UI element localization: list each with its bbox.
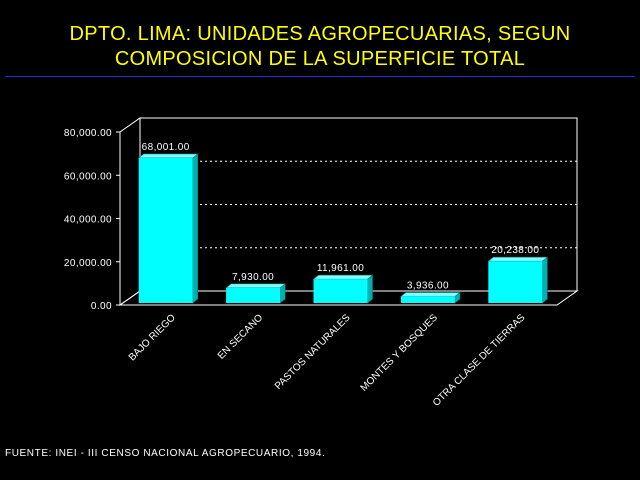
chart-title: DPTO. LIMA: UNIDADES AGROPECUARIAS, SEGU… bbox=[0, 22, 640, 72]
y-tick-label: 60,000.00 bbox=[64, 171, 112, 182]
category-label: PASTOS NATURALES bbox=[273, 312, 353, 392]
bar-top bbox=[487, 256, 549, 262]
bar bbox=[226, 287, 281, 303]
y-tick-label: 0.00 bbox=[91, 301, 112, 312]
category-label: EN SECANO bbox=[216, 312, 266, 362]
value-label: 11,961.00 bbox=[317, 263, 364, 274]
bar-top bbox=[312, 274, 374, 280]
bar bbox=[313, 279, 368, 303]
value-label: 7,930.00 bbox=[232, 272, 274, 283]
bar bbox=[400, 296, 455, 303]
bar-side bbox=[541, 256, 548, 304]
value-label: 20,238.00 bbox=[491, 245, 539, 256]
bar-side bbox=[367, 274, 373, 304]
y-tick-label: 80,000.00 bbox=[64, 128, 112, 139]
chart-title-line-1: DPTO. LIMA: UNIDADES AGROPECUARIAS, SEGU… bbox=[69, 23, 571, 45]
bar-side bbox=[192, 153, 198, 304]
title-divider bbox=[5, 76, 635, 77]
back-wall bbox=[140, 117, 578, 291]
source-note: FUENTE: INEI - III CENSO NACIONAL AGROPE… bbox=[5, 448, 326, 459]
bar-top bbox=[137, 153, 199, 159]
value-label: 68,001.00 bbox=[142, 142, 190, 153]
value-label: 3,936.00 bbox=[407, 280, 449, 291]
y-tick-label: 20,000.00 bbox=[64, 258, 112, 269]
category-label: OTRA CLASE DE TIERRAS bbox=[431, 312, 528, 409]
chart-title-line-2: COMPOSICION DE LA SUPERFICIE TOTAL bbox=[114, 48, 526, 70]
bar-top bbox=[225, 283, 286, 289]
category-label: BAJO RIEGO bbox=[127, 312, 178, 363]
y-tick-label: 40,000.00 bbox=[64, 215, 112, 226]
bar bbox=[138, 157, 193, 303]
category-label: MONTES Y BOSQUES bbox=[359, 312, 441, 394]
floor bbox=[118, 290, 579, 306]
left-wall bbox=[119, 117, 141, 306]
bar bbox=[488, 261, 543, 303]
bar-top bbox=[400, 292, 461, 297]
